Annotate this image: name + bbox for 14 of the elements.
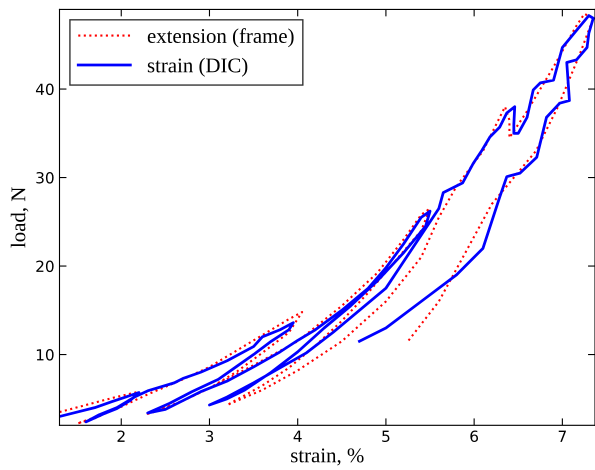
legend-label: strain (DIC): [148, 58, 248, 77]
y-tick-label: 10: [36, 349, 54, 361]
y-tick-label: 30: [36, 172, 54, 184]
x-tick-label: 5: [382, 430, 390, 442]
x-axis-title: strain, %: [291, 448, 364, 466]
x-tick-label: 3: [206, 430, 214, 442]
x-tick-label: 7: [558, 430, 566, 442]
x-tick-label: 2: [118, 430, 125, 442]
y-tick-label: 40: [36, 84, 54, 96]
x-tick-label: 6: [470, 430, 478, 442]
y-axis-title: load, N: [10, 187, 28, 248]
y-tick-label: 20: [36, 260, 54, 272]
legend-label: extension (frame): [148, 28, 294, 48]
x-tick-label: 4: [294, 430, 302, 442]
